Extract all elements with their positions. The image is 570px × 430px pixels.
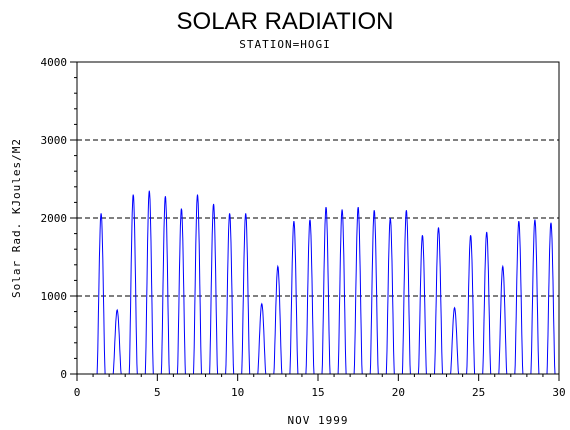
x-tick-label: 30 bbox=[552, 386, 565, 399]
solar-radiation-line bbox=[77, 190, 559, 375]
x-tick-label: 10 bbox=[231, 386, 244, 399]
y-tick-label: 3000 bbox=[41, 134, 68, 147]
y-axis: 0 1000 2000 3000 4000 bbox=[41, 56, 77, 381]
y-tick-label: 2000 bbox=[41, 212, 68, 225]
y-tick-label: 1000 bbox=[41, 290, 68, 303]
x-tick-label: 5 bbox=[154, 386, 161, 399]
y-tick-label: 0 bbox=[60, 368, 67, 381]
series-group bbox=[77, 190, 559, 375]
x-axis-label: NOV 1999 bbox=[288, 414, 349, 427]
x-tick-label: 20 bbox=[392, 386, 405, 399]
x-tick-label: 0 bbox=[74, 386, 81, 399]
grid-lines bbox=[77, 61, 559, 297]
x-tick-label: 25 bbox=[472, 386, 485, 399]
chart-title: SOLAR RADIATION bbox=[177, 8, 394, 35]
y-axis-label: Solar Rad. KJoules/M2 bbox=[10, 138, 23, 298]
x-axis: 0 5 10 15 20 25 30 bbox=[74, 374, 566, 399]
x-tick-label: 15 bbox=[311, 386, 324, 399]
y-tick-label: 4000 bbox=[41, 56, 68, 69]
chart-subtitle: STATION=HOGI bbox=[239, 38, 330, 51]
